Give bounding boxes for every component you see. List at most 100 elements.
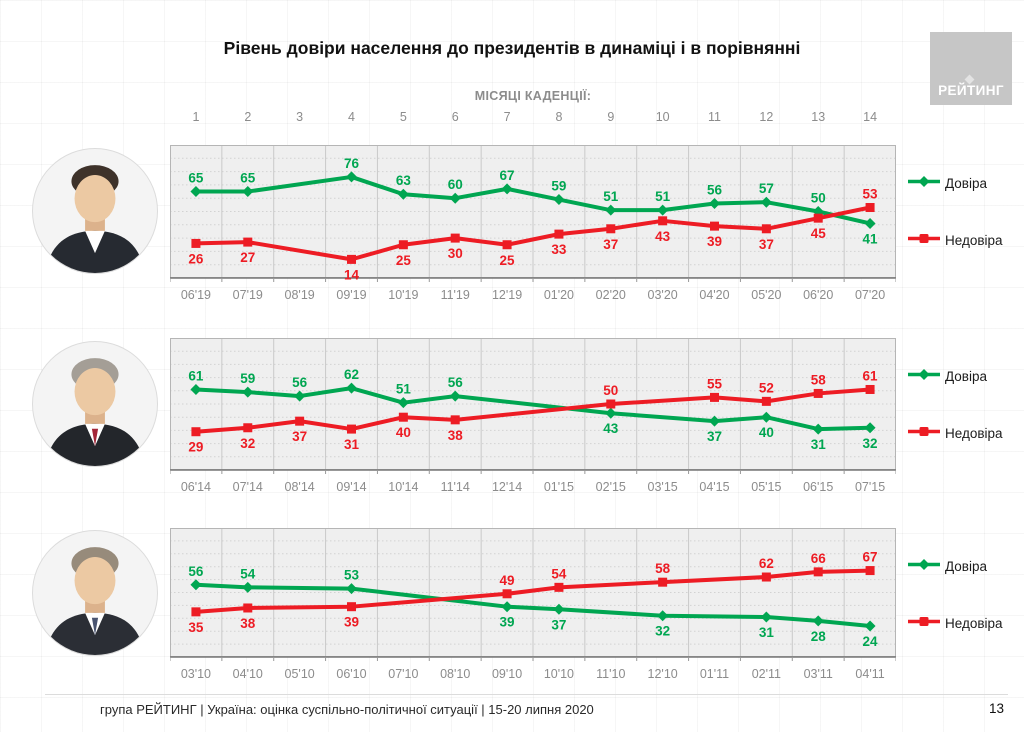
svg-text:39: 39 <box>344 615 359 630</box>
portrait-poroshenko <box>32 341 158 467</box>
x-axis-labels: 03'10 04'10 05'10 06'10 07'10 08'10 09'10 10'10… <box>181 667 885 681</box>
trust-series <box>190 382 876 435</box>
trust-value-labels: 65 65 76 63 60 67 59 51 51 56 57 50 41 <box>188 156 878 247</box>
x-axis-labels: 06'19 07'19 08'19 09'19 10'19 11'19 12'19 01'20… <box>181 288 885 302</box>
distrust-line-marker-icon <box>906 614 942 634</box>
svg-text:56: 56 <box>707 183 723 198</box>
legend-chart-3: Довіра Недовіра <box>906 558 1022 673</box>
svg-text:62: 62 <box>344 367 359 382</box>
footer-divider <box>45 694 1008 695</box>
svg-text:53: 53 <box>863 187 879 202</box>
svg-text:25: 25 <box>500 253 516 268</box>
svg-text:38: 38 <box>240 616 256 631</box>
svg-text:62: 62 <box>759 556 774 571</box>
svg-text:11'14: 11'14 <box>441 480 470 494</box>
svg-text:06'19: 06'19 <box>181 288 211 302</box>
svg-text:08'10: 08'10 <box>440 667 470 681</box>
svg-text:05'20: 05'20 <box>751 288 781 302</box>
svg-text:27: 27 <box>240 250 255 265</box>
svg-text:08'19: 08'19 <box>285 288 315 302</box>
svg-text:35: 35 <box>188 620 204 635</box>
portrait-zelensky <box>32 148 158 274</box>
distrust-line-marker-icon <box>906 231 942 251</box>
legend-chart-1: Довіра Недовіра <box>906 174 1022 290</box>
svg-text:40: 40 <box>759 425 774 440</box>
svg-text:01'11: 01'11 <box>700 667 729 681</box>
x-axis-ticks <box>170 470 896 474</box>
legend-item-trust: Довіра <box>906 174 1022 194</box>
svg-text:24: 24 <box>863 634 879 649</box>
month-number: 3 <box>296 110 304 124</box>
svg-text:06'15: 06'15 <box>803 480 833 494</box>
person-silhouette-icon <box>45 547 145 655</box>
svg-text:40: 40 <box>396 425 411 440</box>
legend-item-trust: Довіра <box>906 368 1022 384</box>
legend-item-trust: Довіра <box>906 558 1022 574</box>
legend-label-distrust: Недовіра <box>945 426 1003 441</box>
distrust-value-labels: 35 38 39 49 54 58 62 66 67 <box>188 550 877 635</box>
legend-label-distrust: Недовіра <box>945 233 1003 248</box>
svg-text:06'10: 06'10 <box>336 667 366 681</box>
footer-source: група РЕЙТИНГ | Україна: оцінка суспільн… <box>100 702 594 717</box>
svg-text:63: 63 <box>396 173 412 188</box>
svg-text:11'10: 11'10 <box>596 667 625 681</box>
svg-text:57: 57 <box>759 181 774 196</box>
svg-text:58: 58 <box>655 561 671 576</box>
svg-text:51: 51 <box>655 189 671 204</box>
svg-text:03'11: 03'11 <box>804 667 833 681</box>
portrait-yanukovych <box>32 530 158 656</box>
svg-text:03'20: 03'20 <box>648 288 678 302</box>
trust-line-marker-icon <box>906 174 942 194</box>
svg-text:06'20: 06'20 <box>803 288 833 302</box>
month-number: 11 <box>708 110 722 124</box>
svg-text:06'14: 06'14 <box>181 480 211 494</box>
svg-text:03'10: 03'10 <box>181 667 211 681</box>
svg-text:25: 25 <box>396 253 412 268</box>
svg-text:01'15: 01'15 <box>544 480 574 494</box>
svg-text:09'19: 09'19 <box>336 288 366 302</box>
month-number: 2 <box>244 110 252 124</box>
svg-text:07'14: 07'14 <box>233 480 263 494</box>
svg-text:39: 39 <box>500 615 515 630</box>
month-number: 5 <box>399 110 407 124</box>
svg-text:56: 56 <box>448 375 464 390</box>
svg-text:56: 56 <box>188 564 204 579</box>
legend-chart-2: Довіра Недовіра <box>906 368 1022 483</box>
legend-label-trust: Довіра <box>945 369 987 384</box>
svg-text:38: 38 <box>448 428 464 443</box>
x-axis-ticks <box>170 278 896 282</box>
distrust-value-labels: 26 27 14 25 30 25 33 37 43 39 37 45 53 <box>188 187 878 283</box>
rating-logo: РЕЙТИНГ <box>930 32 1012 105</box>
svg-text:07'15: 07'15 <box>855 480 885 494</box>
svg-text:56: 56 <box>292 375 308 390</box>
svg-text:37: 37 <box>707 429 722 444</box>
svg-text:10'10: 10'10 <box>544 667 574 681</box>
chart-zelensky: 06'19 07'19 08'19 09'19 10'19 11'19 12'19 01'20… <box>170 145 896 302</box>
svg-text:07'10: 07'10 <box>388 667 418 681</box>
month-number: 6 <box>451 110 459 124</box>
svg-text:50: 50 <box>811 191 826 206</box>
svg-text:67: 67 <box>863 550 878 565</box>
svg-text:65: 65 <box>188 171 204 186</box>
chart-yanukovych: 03'10 04'10 05'10 06'10 07'10 08'10 09'10 10'10… <box>170 528 896 681</box>
svg-text:45: 45 <box>811 226 827 241</box>
legend-label-trust: Довіра <box>945 176 987 191</box>
person-silhouette-icon <box>45 358 145 466</box>
svg-text:59: 59 <box>551 179 566 194</box>
trust-value-labels: 56 54 53 39 37 32 31 28 24 <box>188 564 878 649</box>
svg-text:41: 41 <box>863 231 879 246</box>
svg-text:61: 61 <box>863 368 879 383</box>
svg-text:49: 49 <box>500 573 515 588</box>
svg-text:50: 50 <box>603 383 618 398</box>
gridlines <box>170 528 896 657</box>
svg-text:61: 61 <box>188 368 204 383</box>
svg-text:30: 30 <box>448 246 463 261</box>
legend-item-distrust: Недовіра <box>906 426 1022 441</box>
svg-text:03'15: 03'15 <box>648 480 678 494</box>
legend-item-distrust: Недовіра <box>906 616 1022 631</box>
distrust-value-labels: 29 32 37 31 40 38 50 55 52 58 61 <box>188 368 878 454</box>
gridlines <box>170 145 896 278</box>
svg-text:37: 37 <box>292 429 307 444</box>
person-silhouette-icon <box>45 165 145 273</box>
